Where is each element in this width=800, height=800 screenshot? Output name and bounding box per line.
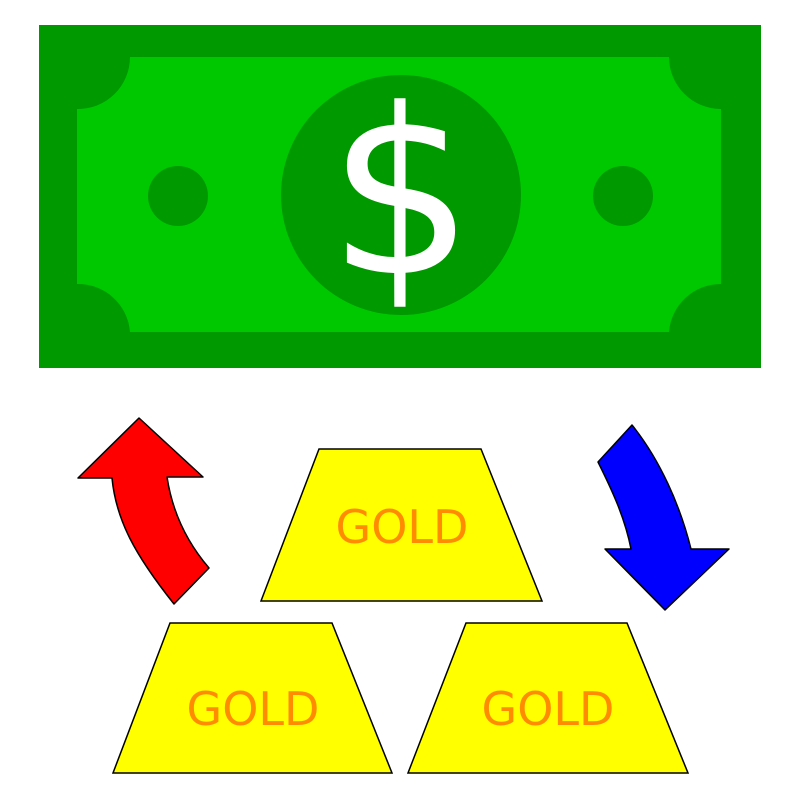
gold-bar-body bbox=[406, 622, 690, 774]
gold-bar-label: GOLD bbox=[187, 682, 320, 736]
gold-bar: GOLD bbox=[259, 448, 544, 602]
bill-center-medallion bbox=[281, 75, 521, 315]
gold-bar-body bbox=[259, 448, 544, 602]
dollar-sign-icon: $ bbox=[328, 61, 474, 328]
gold-bar: GOLD bbox=[111, 622, 394, 774]
gold-bar: GOLD bbox=[406, 622, 690, 774]
red-up-arrow-icon bbox=[77, 417, 210, 605]
dollar-bill: $ bbox=[39, 25, 761, 368]
gold-bar-label: GOLD bbox=[482, 682, 615, 736]
bill-left-dot bbox=[148, 166, 208, 226]
bill-right-dot bbox=[593, 166, 653, 226]
blue-down-arrow-icon bbox=[597, 424, 730, 611]
gold-bar-body bbox=[111, 622, 394, 774]
gold-bar-label: GOLD bbox=[336, 500, 469, 554]
